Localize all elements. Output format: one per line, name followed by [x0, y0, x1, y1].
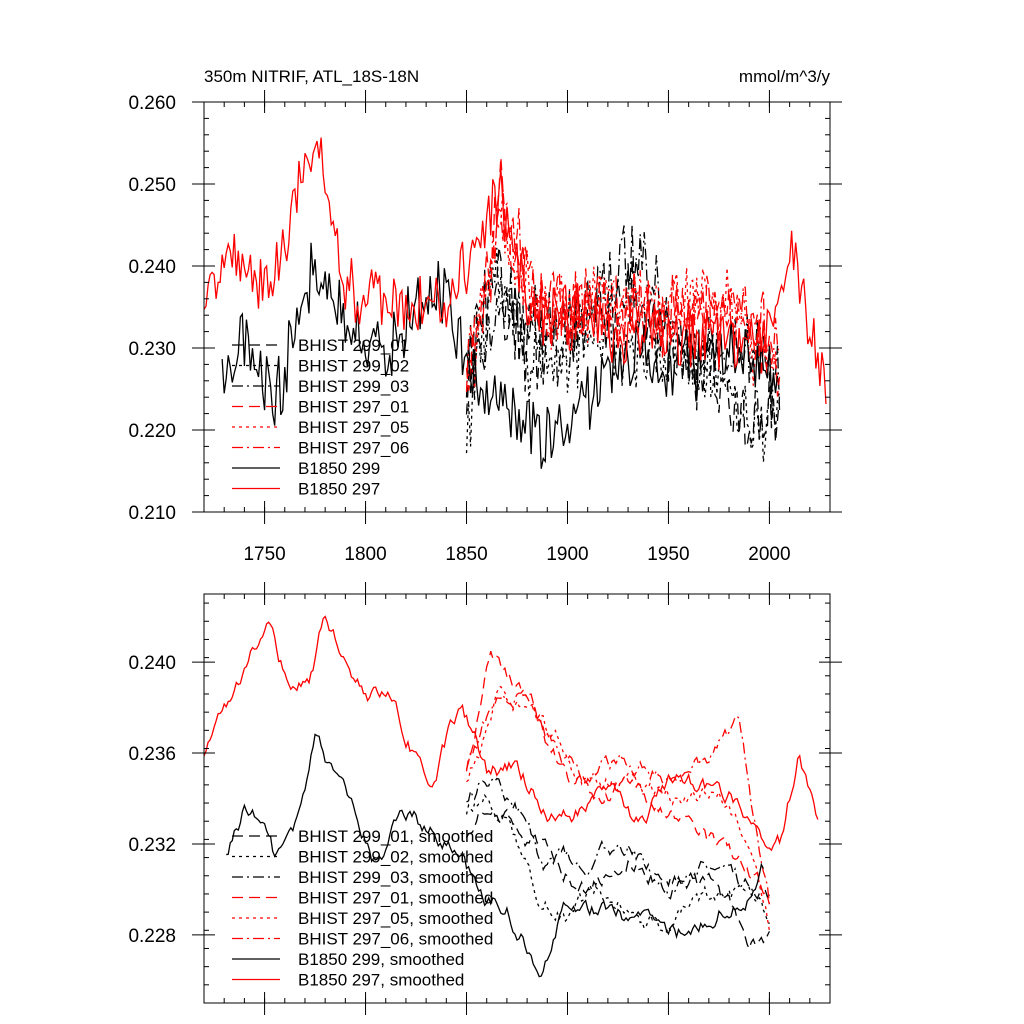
x-tick-label: 2000 — [748, 544, 790, 565]
series-line-7 — [204, 615, 819, 852]
series-line-7 — [204, 137, 827, 405]
legend-entry: BHIST 299_02 — [298, 357, 409, 376]
series-line-5 — [465, 689, 771, 905]
legend-entry: BHIST 299_01, smoothed — [298, 827, 493, 846]
units-label: mmol/m^3/y — [739, 67, 831, 86]
series-line-0 — [465, 808, 771, 951]
legend-entry: BHIST 299_03, smoothed — [298, 868, 493, 887]
legend-entry: B1850 299, smoothed — [298, 950, 464, 969]
legend-entry: B1850 299 — [298, 459, 380, 478]
series-line-6 — [221, 242, 779, 469]
plot-frame — [203, 593, 831, 1004]
plot-frame — [203, 101, 831, 513]
legend-entry: BHIST 297_05 — [298, 418, 409, 437]
bottom-panel: 0.228 0.232 0.236 0.240 BHIST 299_01, smoot… — [128, 582, 842, 1015]
series-line-3 — [465, 651, 771, 905]
legend-entry: BHIST 299_01 — [298, 336, 409, 355]
top-series-lines — [204, 137, 827, 469]
x-tick-label: 1850 — [445, 544, 487, 565]
y-tick-label: 0.260 — [128, 93, 176, 114]
series-line-3 — [465, 157, 781, 397]
legend-entry: B1850 297 — [298, 480, 380, 499]
chart-title: 350m NITRIF, ATL_18S-18N — [204, 67, 419, 86]
y-tick-label: 0.228 — [128, 926, 176, 947]
x-tick-label: 1750 — [243, 544, 285, 565]
top-panel: 350m NITRIF, ATL_18S-18N mmol/m^3/y 1750… — [128, 67, 842, 565]
x-tick-label: 1900 — [546, 544, 588, 565]
bottom-axes: 0.228 0.232 0.236 0.240 — [128, 582, 842, 1015]
y-tick-label: 0.210 — [128, 503, 176, 524]
y-tick-label: 0.232 — [128, 835, 176, 856]
y-tick-label: 0.240 — [128, 257, 176, 278]
legend-entry: BHIST 297_01 — [298, 398, 409, 417]
legend-entry: B1850 297, smoothed — [298, 971, 464, 990]
y-tick-label: 0.240 — [128, 653, 176, 674]
series-line-1 — [465, 247, 781, 463]
series-line-2 — [465, 225, 781, 421]
legend-entry: BHIST 299_03 — [298, 377, 409, 396]
y-tick-label: 0.250 — [128, 175, 176, 196]
legend-entry: BHIST 297_06, smoothed — [298, 930, 493, 949]
y-tick-label: 0.230 — [128, 339, 176, 360]
bottom-legend: BHIST 299_01, smoothed BHIST 299_02, smoo… — [232, 827, 493, 990]
legend-entry: BHIST 297_05, smoothed — [298, 909, 493, 928]
x-tick-label: 1800 — [344, 544, 386, 565]
bottom-series-lines — [204, 615, 819, 978]
top-axes: 1750 1800 1850 1900 1950 2000 0.210 0.220 0.230 0… — [128, 90, 842, 565]
y-tick-label: 0.236 — [128, 744, 176, 765]
series-line-5 — [465, 201, 781, 393]
legend-entry: BHIST 297_06 — [298, 439, 409, 458]
y-tick-label: 0.220 — [128, 421, 176, 442]
series-line-4 — [466, 685, 771, 931]
series-line-6 — [226, 733, 764, 978]
series-line-2 — [466, 777, 770, 901]
x-tick-label: 1950 — [647, 544, 689, 565]
legend-entry: BHIST 297_01, smoothed — [298, 889, 493, 908]
legend-entry: BHIST 299_02, smoothed — [298, 848, 493, 867]
